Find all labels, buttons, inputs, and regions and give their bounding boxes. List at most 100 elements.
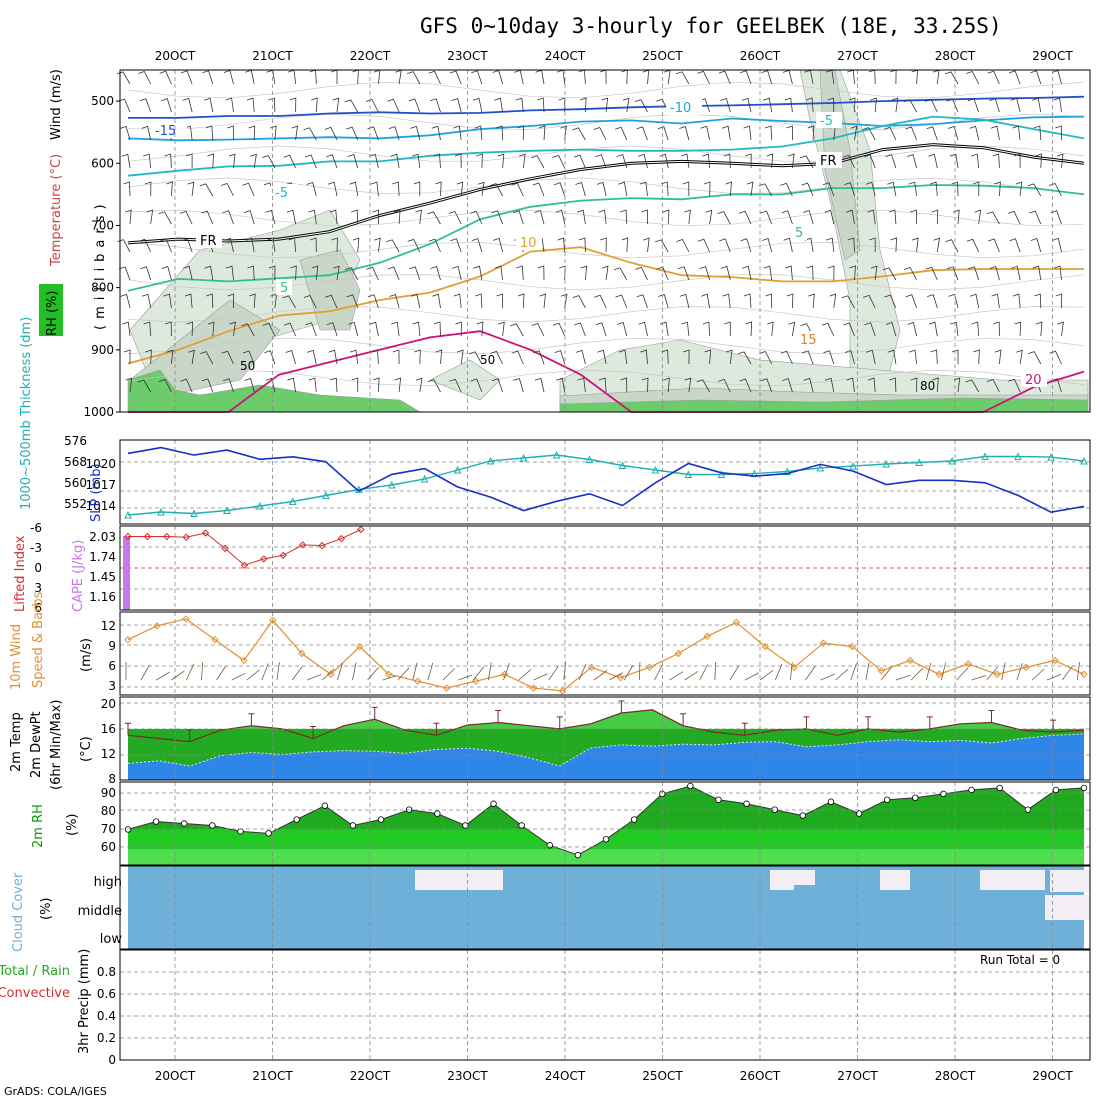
wind10m-barb: [155, 671, 170, 681]
wind-barb: [374, 237, 381, 253]
wind-barb: [531, 155, 545, 169]
wind-barb: [427, 211, 441, 225]
rh-shade: [429, 359, 501, 401]
wind-barb: [1027, 183, 1042, 197]
wind-barb: [510, 323, 524, 337]
y-tick-pressure: 600: [91, 156, 114, 170]
wind-barb: [344, 267, 359, 281]
wind-barb: [471, 70, 483, 85]
wind-barb: [242, 182, 255, 197]
isotherm-label-bg: [1021, 371, 1047, 387]
wind-barb: [387, 266, 400, 281]
cloud-high-label: high: [94, 875, 122, 890]
cloud-gap: [880, 870, 910, 890]
wind-barb: [992, 153, 1000, 169]
y-tick-pressure: 500: [91, 94, 114, 108]
wind-barb: [180, 378, 193, 393]
rh-marker: [855, 810, 863, 817]
wind-barb: [844, 182, 855, 197]
wind-barb: [827, 265, 835, 281]
wind10m-barb: [790, 662, 793, 681]
wind-barb: [848, 97, 856, 113]
wind10m-sub: Speed & Barbs: [31, 591, 46, 688]
wind-barb: [201, 378, 214, 393]
y-tick-pressure: 900: [91, 343, 114, 357]
wind-barb: [824, 209, 835, 225]
x-tick-bottom: 21OCT: [252, 1069, 293, 1083]
thickness-line: [127, 454, 1085, 516]
wind-barb: [703, 181, 711, 197]
wind-barb: [473, 265, 483, 281]
wind-barb: [433, 321, 441, 337]
wind-barb: [619, 209, 628, 225]
cloud-fill: [128, 866, 1084, 949]
wind-barb: [141, 125, 152, 141]
wind-barb: [202, 70, 214, 85]
wind-barb: [862, 127, 876, 141]
wind-barb: [701, 293, 710, 309]
wind-barb: [765, 293, 773, 309]
slp-thickness-frame: [119, 439, 1091, 525]
wind-speed-marker: [906, 656, 914, 665]
wind10m-barb: [472, 666, 485, 681]
wind-barb: [203, 97, 214, 113]
wind-speed-line: [127, 618, 1085, 692]
wind10m-barb: [533, 673, 548, 681]
x-tick-bottom: 24OCT: [545, 1069, 586, 1083]
isotherm-label-bg: [816, 112, 842, 128]
wind-barb: [449, 70, 462, 85]
rh-mask: [128, 782, 1084, 856]
wind-barb: [552, 322, 566, 337]
wind-barb: [969, 125, 980, 141]
wind-barb: [304, 154, 317, 169]
wind-barb: [223, 378, 234, 393]
wind10m-barb: [231, 672, 246, 681]
wind10m-barb: [774, 663, 783, 681]
wind-barb: [865, 181, 876, 197]
temp-maxbar: [618, 700, 625, 713]
wind10m-barb: [699, 664, 708, 681]
isotherm-label: -5: [820, 114, 833, 129]
wind-barb: [326, 322, 338, 337]
temp-maxbar: [680, 713, 687, 726]
wind-barb: [246, 97, 255, 113]
wind-barb: [869, 237, 876, 252]
wind-barb: [718, 70, 731, 85]
wind-barb: [435, 181, 442, 197]
isotherm-label: 10: [520, 236, 537, 251]
wind-barb: [864, 154, 876, 169]
rh-marker: [630, 816, 638, 823]
wind-barb: [511, 182, 524, 197]
wind-speed-marker: [877, 667, 885, 675]
thickness-marker: [816, 463, 825, 472]
y-tick-pressure: 1000: [83, 405, 114, 419]
wind-barb: [245, 237, 255, 253]
wind-barb: [433, 153, 441, 169]
thickness-marker: [157, 507, 165, 516]
wind-barb: [283, 322, 296, 337]
wind10m-barb: [246, 669, 260, 681]
wind-barb: [392, 181, 400, 197]
wind-barb: [704, 349, 712, 365]
wind-barb: [223, 69, 234, 85]
wind-barb: [925, 266, 938, 281]
wind-barb: [227, 125, 234, 141]
dewpt-label: 2m DewPt: [29, 711, 44, 778]
wind-barb: [267, 237, 276, 253]
rh-marker: [912, 794, 919, 802]
rh-marker: [265, 830, 272, 837]
precip-convective: Convective: [0, 986, 70, 1001]
cloud-gap: [1045, 895, 1090, 920]
wind-barb: [578, 69, 586, 85]
wind-barb: [953, 209, 960, 225]
x-tick-top: 25OCT: [642, 49, 683, 63]
wind-barb: [803, 377, 814, 393]
wind10m-unit: (m/s): [79, 638, 94, 672]
wind-barb: [1012, 293, 1021, 309]
wind-barb: [143, 321, 152, 337]
wind-barb: [905, 126, 917, 141]
wind-barb: [661, 349, 669, 365]
wind-barb: [717, 211, 731, 225]
wind-barb: [965, 379, 980, 393]
wind-barb: [372, 377, 380, 393]
